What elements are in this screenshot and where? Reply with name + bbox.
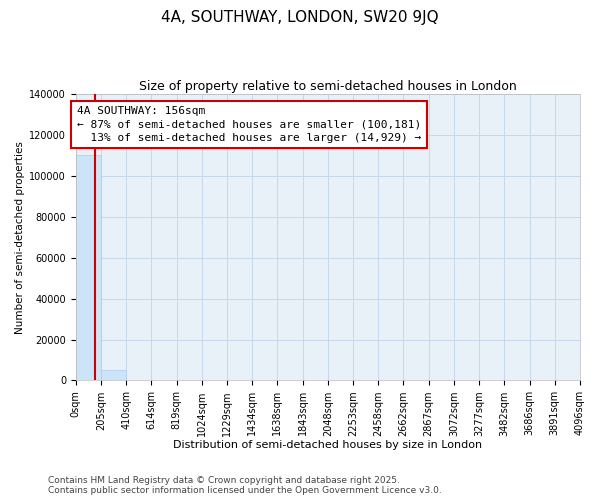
Bar <box>101 370 126 380</box>
X-axis label: Distribution of semi-detached houses by size in London: Distribution of semi-detached houses by … <box>173 440 482 450</box>
Text: Contains HM Land Registry data © Crown copyright and database right 2025.
Contai: Contains HM Land Registry data © Crown c… <box>48 476 442 495</box>
Y-axis label: Number of semi-detached properties: Number of semi-detached properties <box>15 141 25 334</box>
Title: Size of property relative to semi-detached houses in London: Size of property relative to semi-detach… <box>139 80 517 93</box>
Bar <box>76 155 101 380</box>
Text: 4A, SOUTHWAY, LONDON, SW20 9JQ: 4A, SOUTHWAY, LONDON, SW20 9JQ <box>161 10 439 25</box>
Text: 4A SOUTHWAY: 156sqm
← 87% of semi-detached houses are smaller (100,181)
  13% of: 4A SOUTHWAY: 156sqm ← 87% of semi-detach… <box>77 106 421 143</box>
